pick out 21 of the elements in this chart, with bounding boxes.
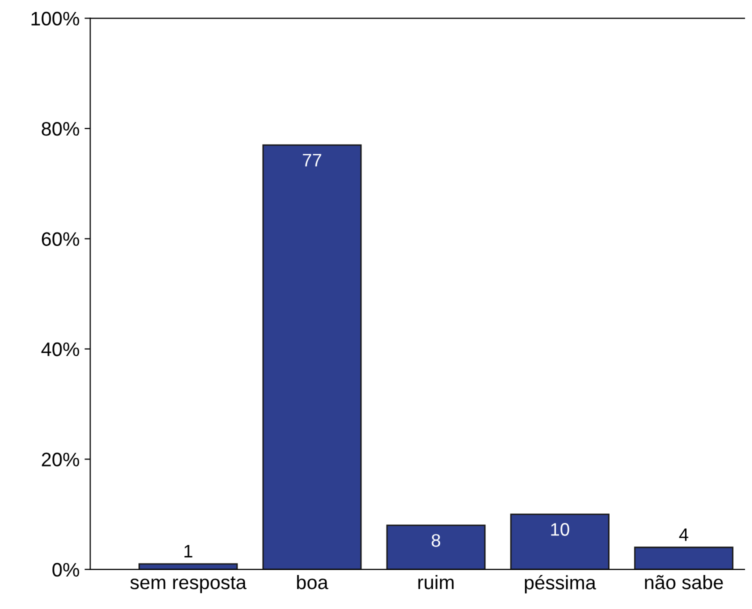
x-tick-label: ruim bbox=[418, 574, 454, 590]
data-label: 4 bbox=[679, 528, 688, 541]
x-tick-label: não sabe bbox=[645, 574, 723, 590]
bar bbox=[634, 546, 734, 570]
y-tick-label: 40% bbox=[41, 342, 80, 356]
x-tick-label: boa bbox=[297, 574, 328, 590]
data-label: 10 bbox=[551, 523, 570, 536]
y-tick-label: 80% bbox=[42, 122, 80, 136]
data-label: 8 bbox=[432, 534, 440, 547]
x-tick-label: sem resposta bbox=[130, 576, 246, 594]
y-tick-label: 60% bbox=[42, 232, 80, 246]
y-tick-label: 0% bbox=[52, 562, 80, 577]
bar bbox=[386, 524, 486, 570]
data-label: 1 bbox=[184, 544, 192, 558]
x-tick-label: péssima bbox=[524, 574, 596, 594]
data-label: 77 bbox=[302, 154, 322, 166]
y-tick-label: 20% bbox=[42, 452, 80, 466]
bar bbox=[262, 144, 362, 570]
y-tick-label: 100% bbox=[32, 12, 80, 26]
bar bbox=[138, 563, 238, 570]
bar bbox=[510, 514, 610, 570]
